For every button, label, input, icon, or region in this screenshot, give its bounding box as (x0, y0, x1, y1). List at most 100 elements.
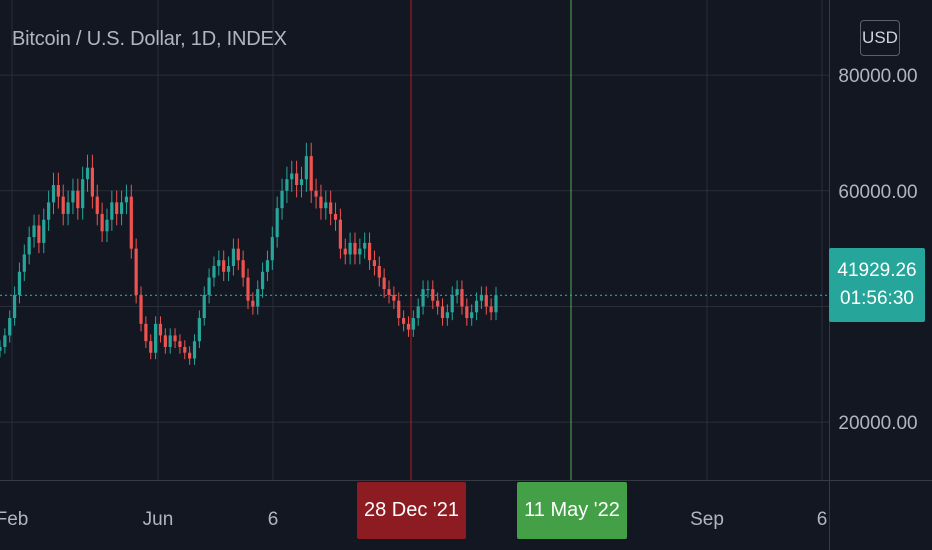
candle-body (178, 341, 182, 347)
candle-body (51, 185, 56, 203)
candle-body (202, 294, 206, 319)
candle-body (333, 213, 338, 220)
start-date-marker[interactable]: 28 Dec '21 (357, 482, 466, 539)
candle-body (450, 294, 454, 313)
candle-body (474, 300, 479, 313)
candle-body (426, 289, 430, 291)
candle-body (387, 289, 391, 295)
candle-body (47, 202, 51, 220)
candle-body (115, 202, 119, 214)
candle-body (299, 179, 304, 186)
candle-body (3, 335, 7, 347)
candle-body (110, 202, 114, 220)
candle-body (226, 266, 231, 272)
candle-body (71, 190, 75, 203)
candle-body (81, 179, 85, 209)
x-tick-label: Sep (690, 509, 724, 530)
candle-body (42, 219, 46, 243)
candle-body (324, 202, 328, 209)
candle-body (207, 277, 211, 295)
candle-body (246, 277, 250, 301)
candle-body (144, 323, 148, 342)
date-marker-lines (410, 0, 572, 480)
last-price-label: 41929.26 01:56:30 (829, 248, 925, 322)
candle-body (479, 294, 484, 301)
candle-body (231, 248, 236, 266)
candle-body (270, 237, 274, 261)
candle-body (329, 202, 333, 214)
candle-body (382, 277, 386, 290)
candle-body (12, 294, 17, 319)
candle-body (192, 341, 197, 359)
candle-body (22, 254, 26, 272)
candle-body (173, 335, 177, 342)
candle-body (212, 266, 216, 278)
candle-body (275, 208, 279, 238)
candle-body (319, 196, 323, 209)
y-tick-label: 60000.00 (838, 182, 917, 203)
candle-body (85, 167, 90, 180)
x-tick-label: Jun (143, 509, 174, 530)
candle-body (338, 219, 342, 249)
candle-body (285, 179, 289, 191)
x-tick-label: 6 (817, 509, 828, 530)
candle-body (460, 289, 464, 307)
candle-body (265, 260, 270, 272)
candle-body (168, 335, 172, 347)
candle-body (124, 196, 129, 203)
candle-body (183, 346, 187, 353)
candle-body (61, 196, 65, 214)
candle-body (392, 294, 396, 301)
candle-body (309, 156, 313, 191)
candle-body (406, 323, 411, 330)
candle-body (290, 173, 294, 180)
candle-body (416, 306, 420, 319)
y-tick-label: 80000.00 (838, 66, 917, 87)
tick-labels: 20000.00 60000.00 80000.00 Feb Jun 6 Sep 6 (0, 66, 918, 530)
currency-button[interactable]: USD (860, 20, 900, 56)
candle-body (280, 190, 284, 209)
candle-body (236, 248, 240, 261)
candle-body (353, 242, 357, 255)
candle-body (134, 248, 138, 295)
candle-body (455, 289, 459, 295)
last-price-value: 41929.26 (837, 260, 917, 281)
candle-body (0, 346, 2, 351)
candle-body (105, 219, 109, 232)
candle-body (343, 248, 347, 255)
candle-body (348, 242, 352, 255)
y-tick-label: 20000.00 (838, 413, 917, 434)
candle-body (363, 242, 367, 249)
candle-body (358, 248, 362, 255)
candle-body (56, 185, 60, 197)
candle-body (256, 289, 260, 307)
candle-body (76, 190, 80, 209)
candle-body (431, 289, 435, 301)
candle-body (489, 306, 493, 313)
candle-body (470, 312, 474, 319)
candle-body (163, 335, 167, 347)
candle-body (129, 196, 133, 249)
candle-body (440, 306, 445, 319)
candle-body (37, 225, 41, 243)
candle-body (154, 323, 158, 353)
candle-body (222, 260, 226, 272)
x-tick-label: Feb (0, 509, 28, 530)
candle-body (158, 323, 163, 336)
candle-body (217, 260, 221, 266)
candle-body (367, 242, 372, 261)
bar-countdown: 01:56:30 (840, 288, 914, 309)
candle-body (139, 294, 143, 324)
candle-body (484, 294, 488, 307)
candle-body (95, 196, 99, 214)
candle-body (149, 341, 153, 353)
candle-body (436, 300, 440, 307)
candle-body (372, 260, 377, 266)
candle-body (445, 312, 449, 319)
candle-body (100, 213, 104, 232)
candle-body (17, 271, 22, 295)
end-date-marker[interactable]: 11 May '22 (517, 482, 627, 539)
candle-body (197, 318, 201, 342)
